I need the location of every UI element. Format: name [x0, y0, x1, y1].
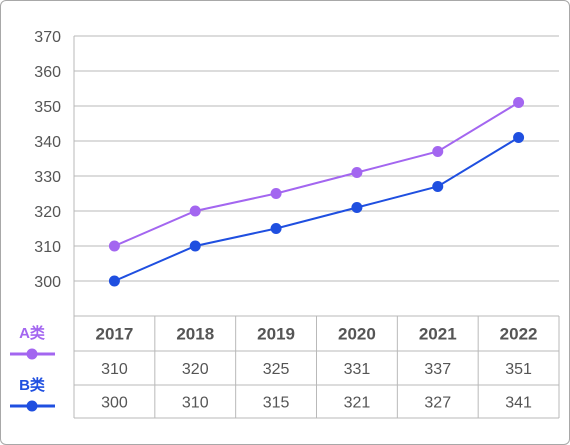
- table-cell: 320: [182, 361, 209, 378]
- table-header-cell: 2018: [176, 325, 214, 344]
- data-point: [189, 205, 201, 217]
- data-point: [108, 275, 120, 287]
- legend-label: B类: [19, 376, 46, 394]
- legend: A类 B类: [10, 324, 55, 412]
- y-tick-label: 350: [34, 99, 61, 116]
- data-point: [351, 167, 363, 178]
- series-line-2: [114, 136, 520, 282]
- gridlines: [73, 35, 559, 418]
- table-cell: 337: [424, 361, 451, 378]
- table-header-cell: 2022: [500, 325, 538, 344]
- y-tick-label: 370: [34, 29, 61, 46]
- legend-label: A类: [19, 324, 46, 342]
- data-point: [270, 223, 282, 234]
- table-cell: 315: [263, 395, 290, 412]
- data-table: 2017 2018 2019 2020 2021 2022 310 320 325 331 337 3…: [73, 315, 560, 419]
- y-tick-label: 310: [34, 239, 61, 256]
- data-point: [108, 240, 120, 252]
- y-tick-label: 340: [34, 134, 61, 151]
- series-line-1: [114, 101, 520, 247]
- table-header-cell: 2021: [419, 325, 457, 344]
- table-cell: 310: [182, 395, 209, 412]
- y-tick-label: 360: [34, 64, 61, 81]
- y-tick-label: 300: [34, 274, 61, 291]
- table-header-cell: 2020: [338, 325, 376, 344]
- table-cell: 351: [505, 361, 532, 378]
- legend-marker: [26, 400, 38, 412]
- table-cell: 325: [263, 361, 290, 378]
- table-cell: 331: [344, 361, 371, 378]
- data-point: [270, 188, 282, 199]
- table-header-cell: 2017: [96, 325, 134, 344]
- table-header-cell: 2019: [257, 325, 295, 344]
- table-cell: 310: [101, 361, 128, 378]
- y-axis-ticks: 300 310 320 330 340 350 360 370: [34, 29, 61, 291]
- table-cell: 327: [424, 395, 451, 412]
- series-points: [108, 97, 525, 287]
- data-point: [432, 146, 444, 157]
- data-point: [513, 97, 525, 108]
- series-lines: [114, 101, 520, 282]
- data-point: [513, 132, 525, 143]
- data-point: [351, 202, 363, 213]
- y-tick-label: 320: [34, 204, 61, 221]
- y-tick-label: 330: [34, 169, 61, 186]
- data-point: [432, 181, 444, 192]
- data-point: [189, 240, 201, 252]
- table-cell: 300: [101, 395, 128, 412]
- legend-marker: [26, 348, 38, 360]
- table-cell: 321: [344, 395, 371, 412]
- table-cell: 341: [505, 395, 532, 412]
